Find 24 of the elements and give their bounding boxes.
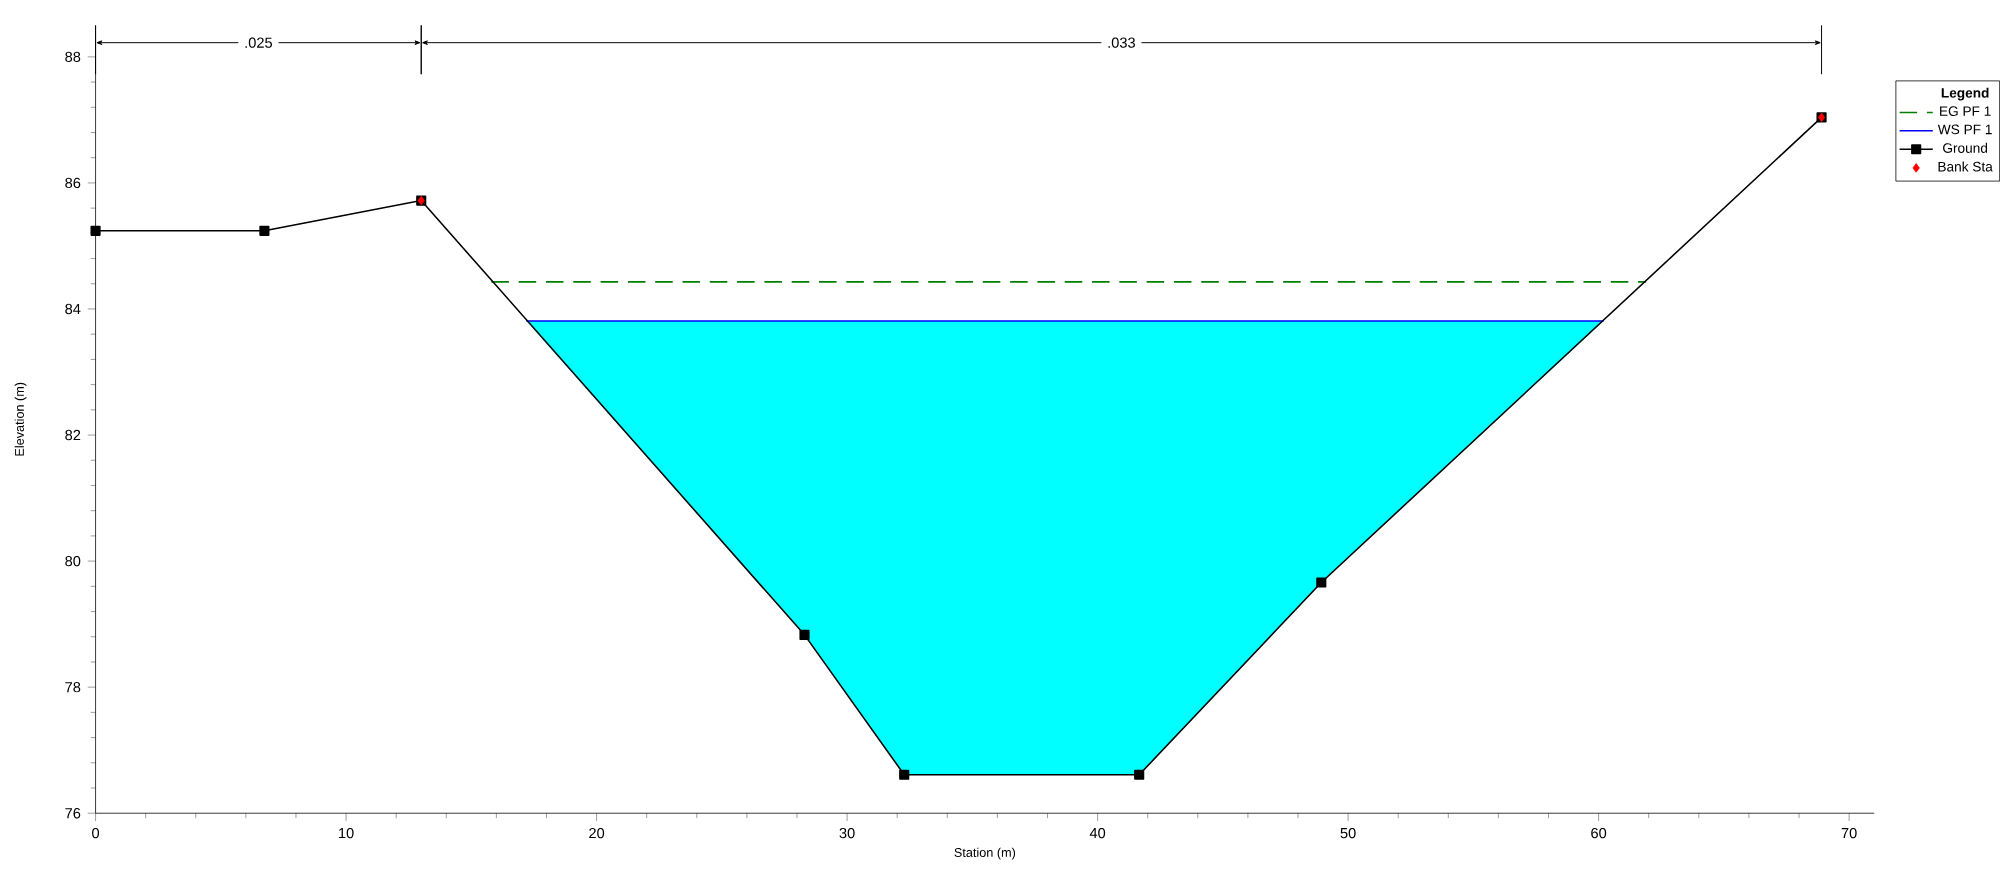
x-tick-label: 0 <box>92 828 100 839</box>
y-tick-label: 84 <box>65 303 81 315</box>
x-tick-label: 20 <box>589 828 605 839</box>
y-tick-label: 88 <box>65 51 81 63</box>
annotation: .025 <box>245 37 273 48</box>
annotation: .033 <box>1108 37 1135 48</box>
y-axis-title: Elevation (m) <box>14 382 27 456</box>
x-axis-title: Station (m) <box>954 847 1016 860</box>
legend-label: WS PF 1 <box>1937 124 1992 135</box>
x-tick-label: 30 <box>839 828 855 839</box>
legend-label: EG PF 1 <box>1940 106 1991 117</box>
y-tick-label: 82 <box>65 429 81 441</box>
y-tick-label: 86 <box>65 177 81 189</box>
x-tick-label: 10 <box>339 828 354 839</box>
y-tick-label: 78 <box>65 682 81 693</box>
x-tick-label: 40 <box>1089 828 1106 839</box>
legend-label: Bank Sta <box>1938 161 1993 172</box>
x-tick-label: 60 <box>1591 828 1607 839</box>
x-tick-label: 70 <box>1841 828 1857 839</box>
legend-label: Ground <box>1943 142 1987 153</box>
legend-title: Legend <box>1941 87 1989 101</box>
y-tick-label: 76 <box>65 808 81 819</box>
y-tick-label: 80 <box>65 556 81 567</box>
x-tick-label: 50 <box>1340 828 1356 839</box>
